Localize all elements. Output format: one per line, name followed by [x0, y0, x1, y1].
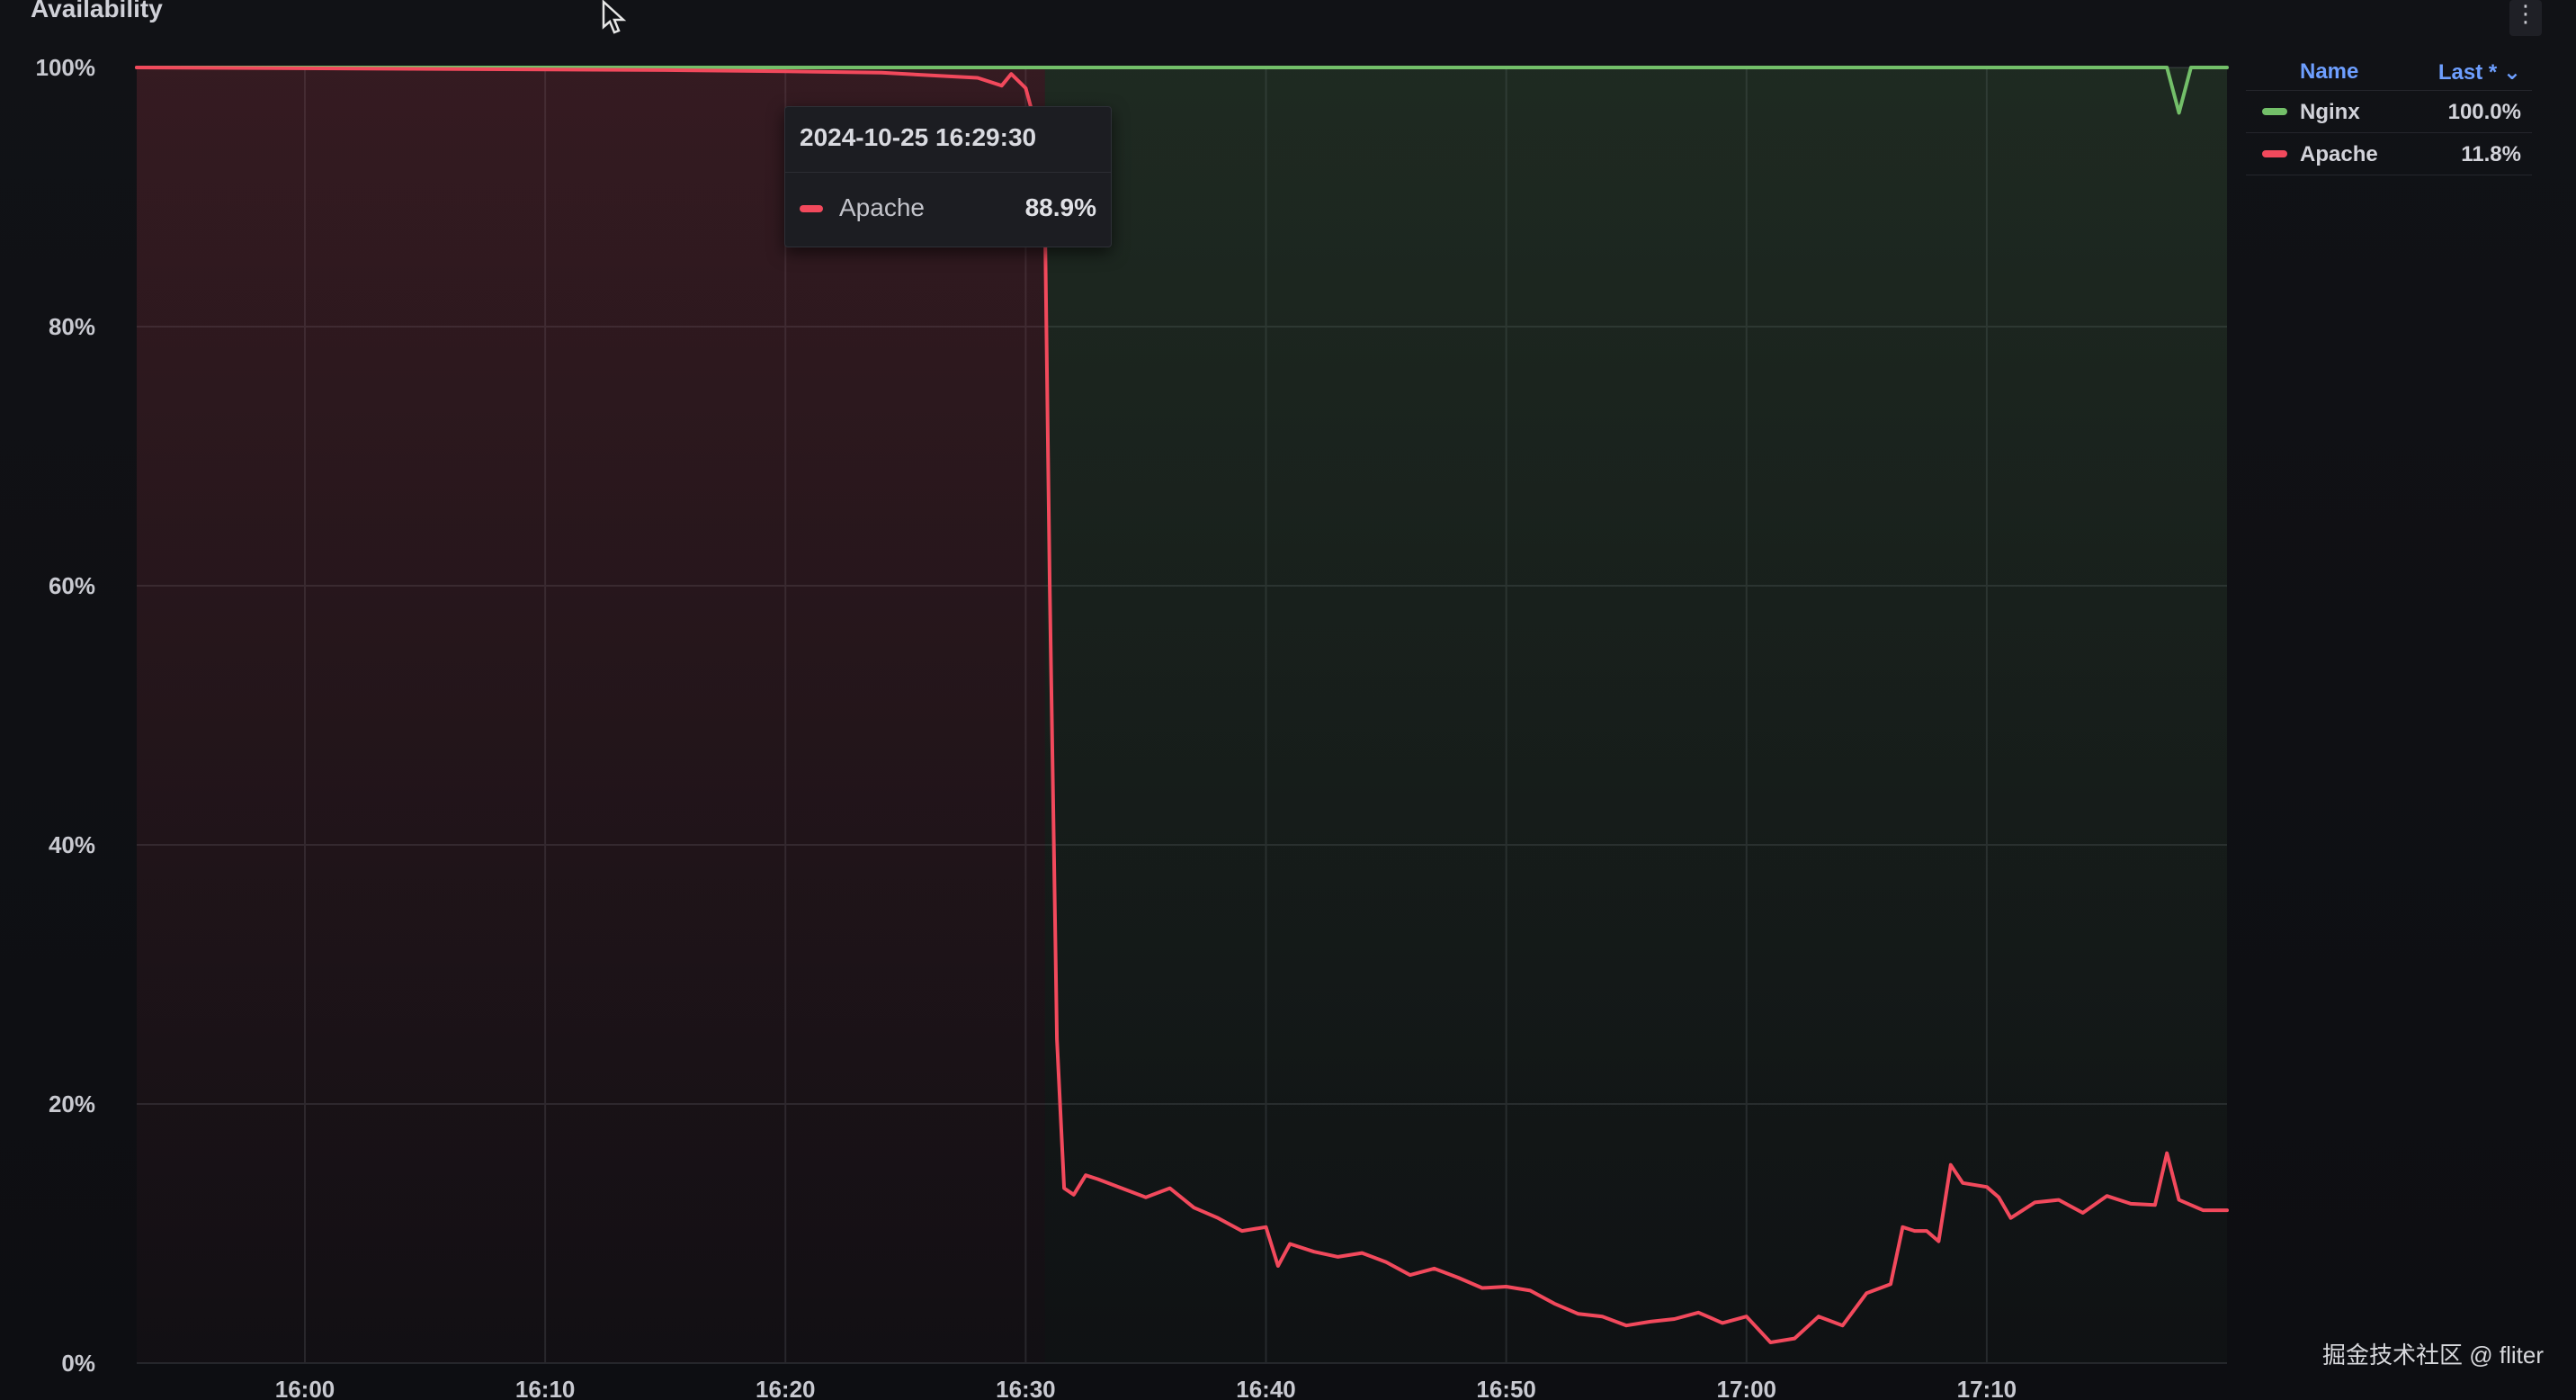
series-line-apache [135, 66, 2229, 1344]
y-tick-label: 20% [49, 1090, 95, 1117]
legend-item-name: Apache [2300, 142, 2378, 166]
nginx-area-fill [1044, 67, 2227, 1363]
y-tick-label: 80% [49, 313, 95, 340]
legend-item-value: 11.8% [2461, 142, 2521, 166]
watermark-text: 掘金技术社区 @ fliter [2322, 1342, 2544, 1369]
x-tick-label: 17:10 [1957, 1376, 2017, 1400]
series-line-nginx [135, 66, 2229, 115]
panel-title: Availability [31, 0, 163, 22]
legend-table: Name Last * ⌄ Nginx 100.0% Apache 11.8% [2246, 54, 2532, 175]
tooltip-series-swatch [800, 205, 823, 212]
x-tick-label: 16:40 [1236, 1376, 1296, 1400]
legend-item-value: 100.0% [2447, 100, 2521, 124]
hover-tooltip: 2024-10-25 16:29:30 Apache 88.9% [784, 106, 1112, 247]
x-tick-label: 16:10 [515, 1376, 576, 1400]
y-tick-label: 60% [49, 572, 95, 599]
mouse-pointer-icon [601, 0, 640, 44]
x-tick-label: 16:30 [996, 1376, 1056, 1400]
tooltip-time: 2024-10-25 16:29:30 [800, 123, 1037, 151]
tooltip-series-value: 88.9% [1024, 193, 1096, 221]
tooltip-series-name: Apache [839, 193, 925, 221]
y-tick-label: 0% [61, 1350, 95, 1377]
x-tick-label: 16:00 [275, 1376, 335, 1400]
legend-header: Name Last * ⌄ [2246, 54, 2532, 91]
x-tick-label: 16:50 [1476, 1376, 1536, 1400]
x-tick-label: 16:20 [756, 1376, 816, 1400]
legend-item-apache[interactable]: Apache 11.8% [2246, 133, 2532, 175]
kebab-menu-icon[interactable]: ⋮ [2509, 0, 2542, 36]
x-tick-label: 17:00 [1716, 1376, 1776, 1400]
legend-item-name: Nginx [2300, 100, 2360, 124]
tooltip-divider [785, 172, 1111, 173]
legend-swatch [2262, 108, 2287, 115]
y-tick-label: 100% [36, 54, 96, 81]
legend-header-last[interactable]: Last * ⌄ [2437, 60, 2521, 85]
legend-item-nginx[interactable]: Nginx 100.0% [2246, 91, 2532, 133]
legend-swatch [2262, 150, 2287, 157]
legend-header-name[interactable]: Name [2300, 59, 2359, 84]
apache-area-fill [137, 67, 1045, 1363]
y-tick-label: 40% [49, 831, 95, 858]
